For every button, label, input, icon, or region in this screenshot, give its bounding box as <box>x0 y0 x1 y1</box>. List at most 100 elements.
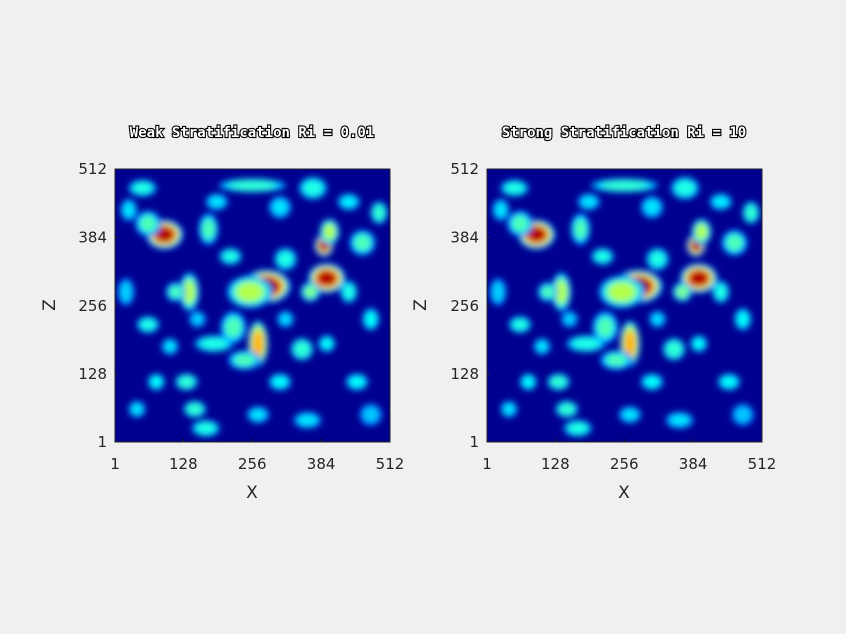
field-patch <box>503 403 515 415</box>
panel-title: Weak Stratification Ri = 0.01 <box>130 125 374 141</box>
y-axis-label: Z <box>411 299 431 311</box>
field-patch <box>150 376 163 388</box>
field-patch <box>236 282 264 302</box>
field-patch <box>317 270 337 286</box>
field-patch <box>559 403 575 415</box>
field-patch <box>187 403 203 415</box>
field-patch <box>225 317 241 337</box>
field-patch <box>196 422 216 434</box>
field-patch <box>608 282 636 302</box>
field-patch <box>277 251 294 267</box>
y-tick-label: 128 <box>450 365 479 383</box>
field-patch <box>120 282 132 302</box>
field-patch <box>272 199 288 215</box>
field-patch <box>651 313 664 325</box>
field-patch <box>745 205 757 221</box>
field-patch <box>495 202 507 218</box>
field-patch <box>132 182 153 194</box>
field-patch <box>597 317 613 337</box>
field-patch <box>624 330 636 358</box>
field-patch <box>373 205 385 221</box>
field-patch <box>536 340 548 353</box>
x-tick-label: 384 <box>679 455 708 473</box>
field-patch <box>550 376 567 388</box>
field-patch <box>234 354 254 366</box>
field-patch <box>183 280 196 304</box>
x-tick-label: 384 <box>307 455 336 473</box>
axis-ticks: 1 128 256 384 512 1 128 256 384 512 <box>78 160 404 473</box>
field-patch <box>343 284 355 300</box>
field-patch <box>492 282 504 302</box>
field-patch <box>737 311 749 327</box>
field-patch <box>202 219 215 239</box>
field-patch <box>735 407 751 423</box>
x-tick-label: 512 <box>376 455 405 473</box>
field-patch <box>154 226 175 243</box>
field-patch <box>689 270 709 286</box>
field-patch <box>726 235 743 251</box>
y-tick-label: 384 <box>78 228 107 246</box>
field-patch <box>297 414 318 426</box>
field-patch <box>304 286 317 298</box>
y-tick-label: 128 <box>78 365 107 383</box>
field-patch <box>140 318 156 331</box>
field-patch <box>644 376 660 388</box>
field-patch <box>601 180 648 191</box>
x-tick-label: 128 <box>169 455 198 473</box>
x-axis-label: X <box>246 483 258 503</box>
field-patch <box>279 313 292 325</box>
field-patch <box>715 284 727 300</box>
field-patch <box>363 407 379 423</box>
x-tick-label: 1 <box>110 455 120 473</box>
y-tick-label: 256 <box>450 297 479 315</box>
field-patch <box>555 280 568 304</box>
field-patch <box>209 196 225 208</box>
field-patch <box>272 376 288 388</box>
field-patch <box>693 338 705 350</box>
heatmap-field <box>489 177 760 437</box>
y-axis-label: Z <box>40 299 60 311</box>
field-patch <box>191 313 204 325</box>
field-patch <box>131 403 143 415</box>
field-patch <box>222 250 239 263</box>
field-patch <box>522 376 535 388</box>
field-patch <box>169 286 182 298</box>
field-patch <box>294 341 310 357</box>
field-patch <box>669 414 690 426</box>
field-patch <box>303 180 323 196</box>
axis-ticks: 1 128 256 384 512 1 128 256 384 512 <box>450 160 776 473</box>
field-patch <box>526 226 547 243</box>
y-tick-label: 512 <box>78 160 107 178</box>
field-patch <box>349 376 365 388</box>
field-patch <box>713 196 729 208</box>
y-tick-label: 1 <box>469 433 479 451</box>
field-patch <box>622 409 638 421</box>
field-patch <box>675 180 695 196</box>
field-patch <box>354 235 371 251</box>
field-patch <box>504 182 525 194</box>
field-patch <box>666 341 682 357</box>
x-tick-label: 256 <box>238 455 267 473</box>
field-patch <box>695 224 708 240</box>
field-patch <box>123 202 135 218</box>
field-patch <box>649 251 666 267</box>
field-patch <box>606 354 626 366</box>
field-patch <box>676 286 689 298</box>
y-tick-label: 512 <box>450 160 479 178</box>
field-patch <box>572 338 600 350</box>
panel-strong: Strong Stratification Ri = 10 1 128 256 384… <box>411 124 776 503</box>
y-tick-label: 256 <box>78 297 107 315</box>
field-patch <box>250 409 266 421</box>
field-patch <box>164 340 176 353</box>
field-patch <box>512 216 528 232</box>
x-tick-label: 512 <box>748 455 777 473</box>
field-patch <box>200 338 228 350</box>
field-patch <box>563 313 576 325</box>
field-patch <box>323 224 336 240</box>
field-patch <box>581 196 597 208</box>
panel-title: Strong Stratification Ri = 10 <box>502 125 746 141</box>
heatmap-plot-area <box>487 169 762 442</box>
heatmap-field <box>117 177 388 437</box>
field-patch <box>341 196 357 208</box>
field-patch <box>140 216 156 232</box>
